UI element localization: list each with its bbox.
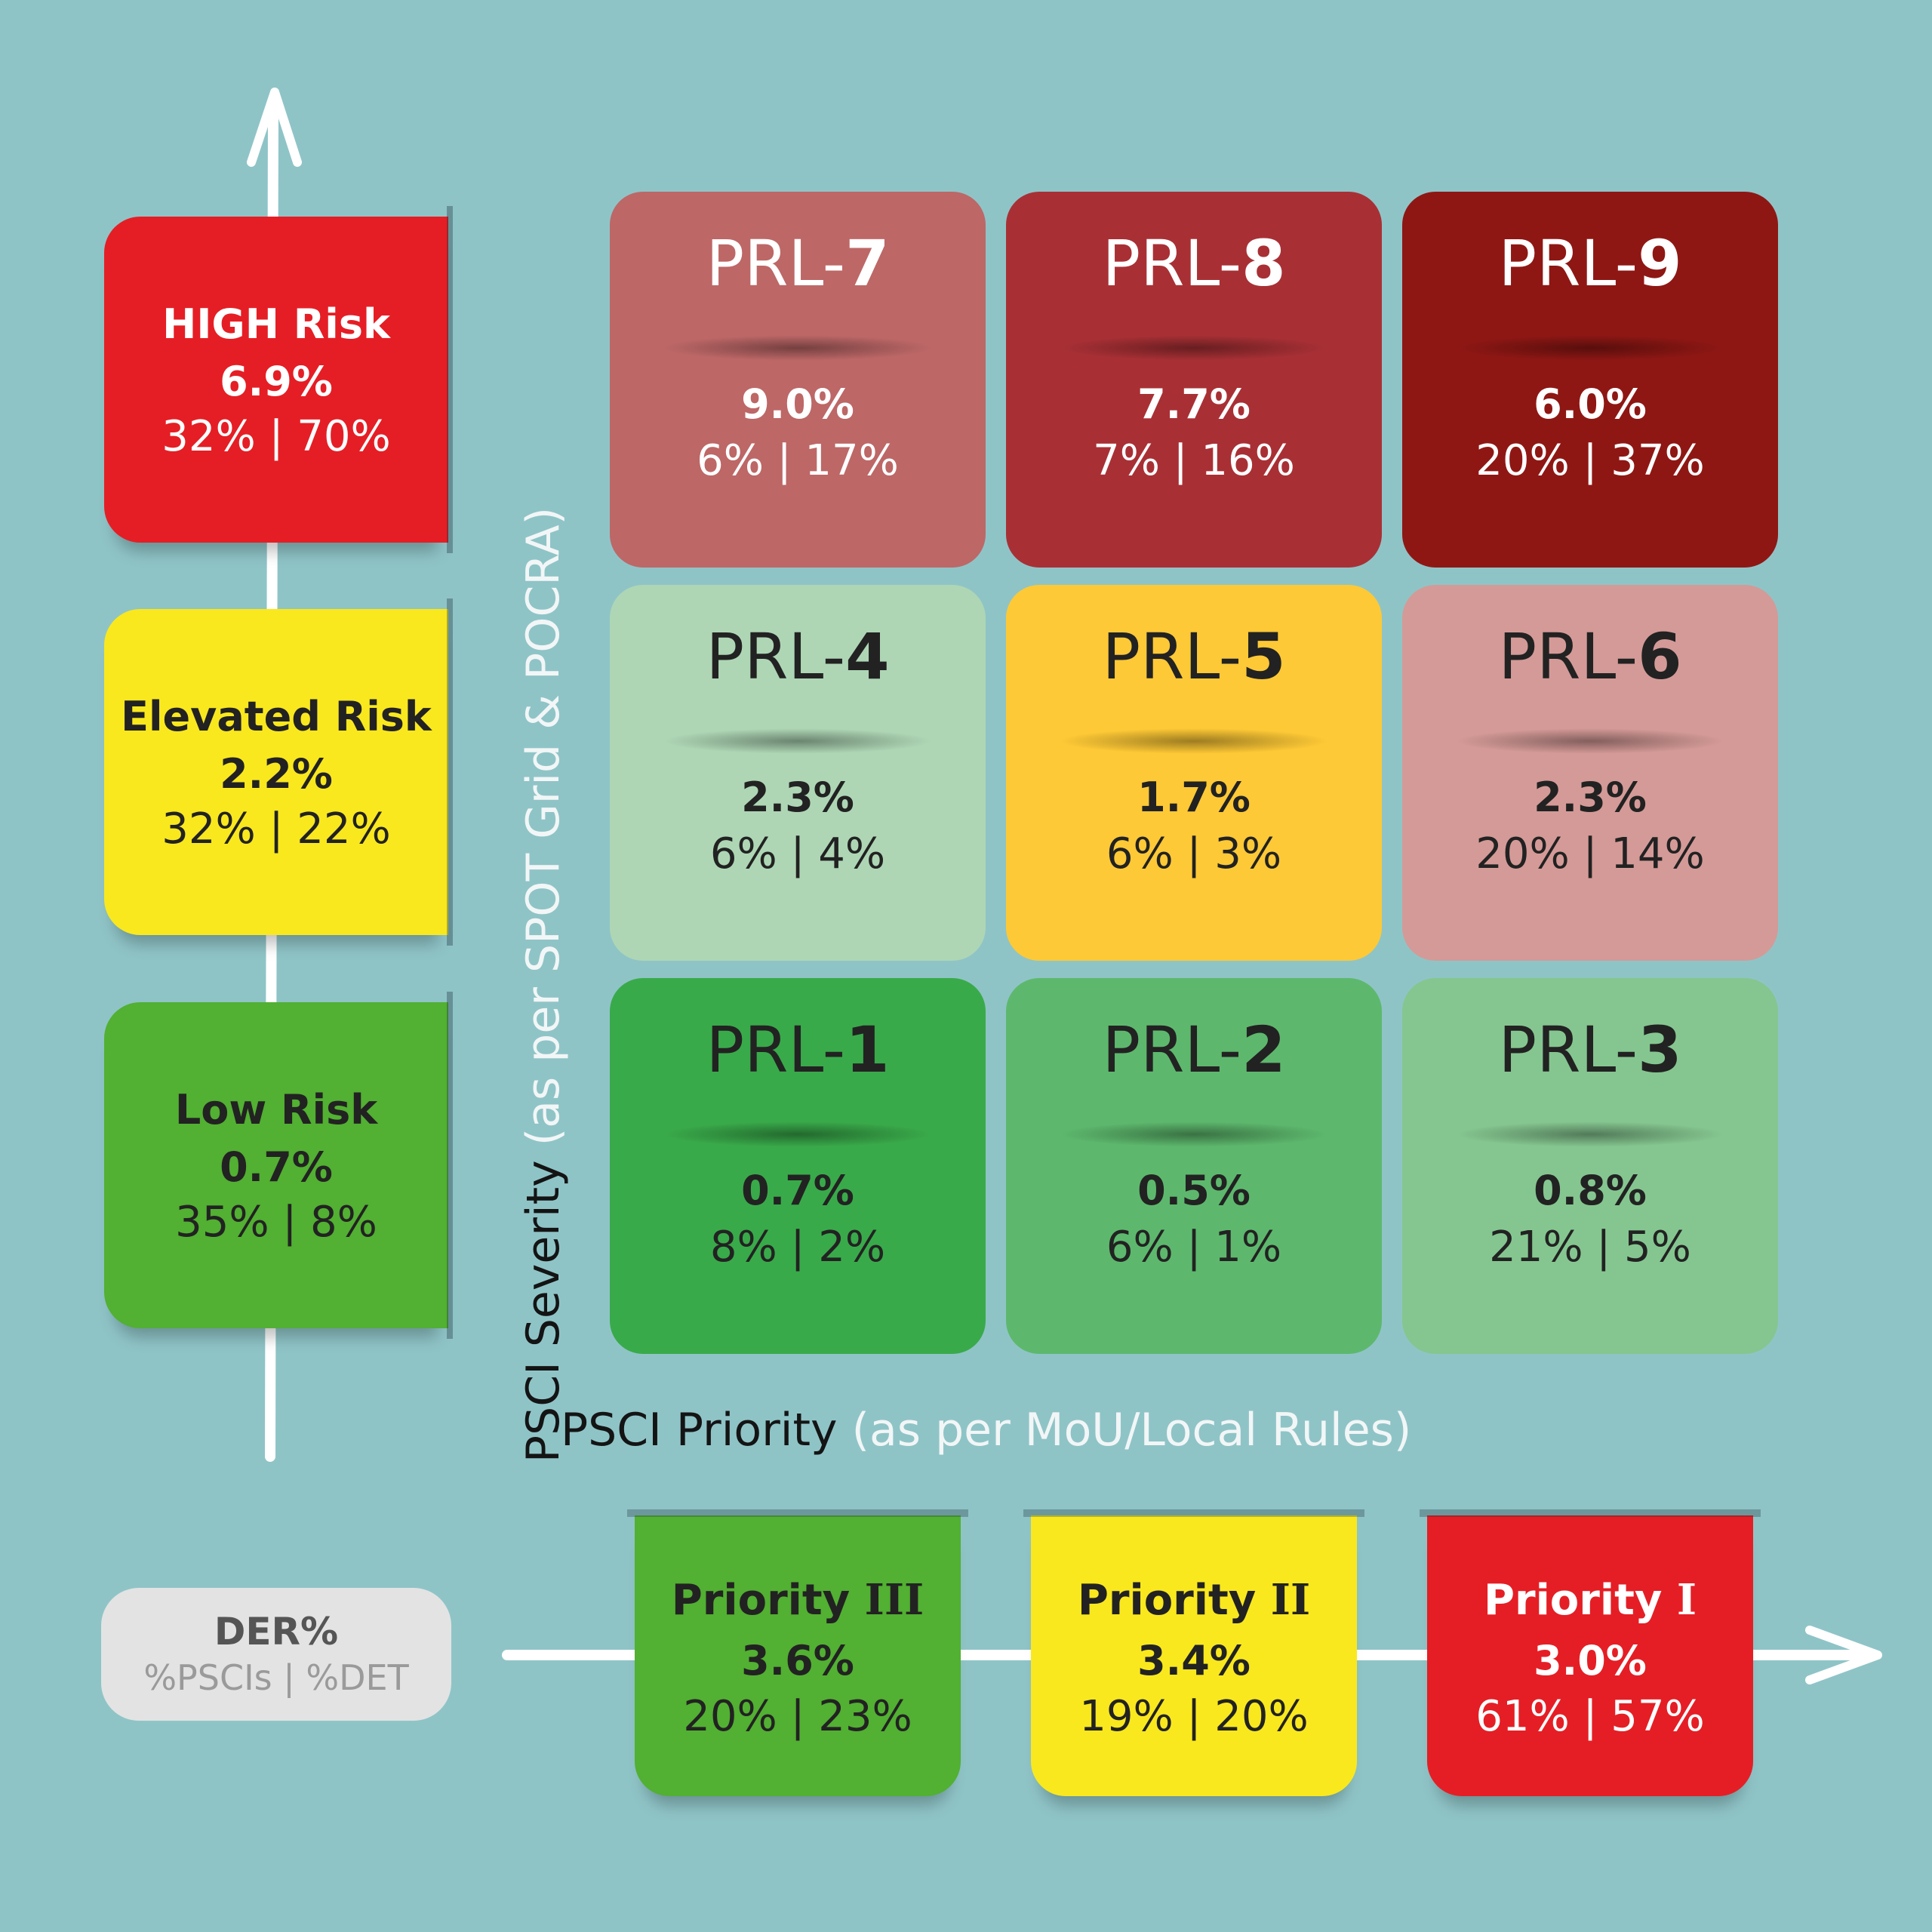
prl-split: 20% | 14% xyxy=(1475,829,1705,878)
prl-name: PRL-2 xyxy=(1102,1013,1286,1087)
prl-der: 0.5% xyxy=(1137,1167,1251,1214)
y-axis-arrowhead xyxy=(247,88,302,167)
prl-split: 6% | 17% xyxy=(697,436,899,485)
priority-title: Priority III xyxy=(671,1574,924,1625)
prl-name: PRL-1 xyxy=(706,1013,890,1087)
priority-title: Priority II xyxy=(1077,1574,1311,1625)
risk-der: 2.2% xyxy=(220,750,333,798)
priority-title: Priority I xyxy=(1483,1574,1697,1625)
prl-shadow xyxy=(663,728,933,754)
prl-cell-3: PRL-3 0.8% 21% | 5% xyxy=(1402,978,1778,1354)
prl-cell-6: PRL-6 2.3% 20% | 14% xyxy=(1402,585,1778,961)
prl-der: 6.0% xyxy=(1534,380,1647,428)
prl-split: 8% | 2% xyxy=(709,1223,886,1272)
prl-der: 2.3% xyxy=(1534,774,1647,821)
priority-split: 61% | 57% xyxy=(1475,1691,1705,1741)
prl-der: 2.3% xyxy=(741,774,854,821)
prl-split: 6% | 4% xyxy=(709,829,886,878)
risk-title: Low Risk xyxy=(174,1086,378,1134)
prl-cell-5: PRL-5 1.7% 6% | 3% xyxy=(1006,585,1382,961)
prl-cell-1: PRL-1 0.7% 8% | 2% xyxy=(610,978,986,1354)
prl-name: PRL-8 xyxy=(1102,226,1286,300)
risk-der: 0.7% xyxy=(220,1143,333,1191)
risk-split: 32% | 22% xyxy=(162,804,391,854)
risk-split: 35% | 8% xyxy=(175,1198,377,1247)
prl-split: 6% | 1% xyxy=(1106,1223,1282,1272)
legend-title: DER% xyxy=(214,1610,339,1654)
prl-name: PRL-9 xyxy=(1498,226,1682,300)
prl-split: 7% | 16% xyxy=(1093,436,1295,485)
priority-numeral: I xyxy=(1676,1574,1697,1625)
prl-der: 0.8% xyxy=(1534,1167,1647,1214)
risk-split: 32% | 70% xyxy=(162,412,391,461)
prl-name: PRL-7 xyxy=(706,226,890,300)
prl-cell-2: PRL-2 0.5% 6% | 1% xyxy=(1006,978,1382,1354)
prl-shadow xyxy=(663,335,933,361)
priority-box-iii: Priority III 3.6% 20% | 23% xyxy=(627,1509,968,1796)
prl-name: PRL-4 xyxy=(706,620,890,694)
prl-cell-7: PRL-7 9.0% 6% | 17% xyxy=(610,192,986,568)
legend-pill: DER% %PSCIs | %DET xyxy=(101,1588,451,1721)
priority-split: 20% | 23% xyxy=(683,1691,912,1741)
priority-der: 3.4% xyxy=(1137,1636,1251,1684)
x-axis-label: PSCI Priority (as per MoU/Local Rules) xyxy=(561,1400,1411,1460)
prl-shadow xyxy=(1455,728,1725,754)
prl-name: PRL-5 xyxy=(1102,620,1286,694)
y-axis-label-sub: (as per SPOT Grid & POCRA) xyxy=(517,506,570,1146)
prl-split: 20% | 37% xyxy=(1475,436,1705,485)
prl-cell-8: PRL-8 7.7% 7% | 16% xyxy=(1006,192,1382,568)
prl-shadow xyxy=(1455,1121,1725,1147)
priority-split: 19% | 20% xyxy=(1079,1691,1309,1741)
x-axis-label-main: PSCI Priority xyxy=(561,1404,838,1457)
prl-name: PRL-3 xyxy=(1498,1013,1682,1087)
risk-box-elevated: Elevated Risk 2.2% 32% | 22% xyxy=(104,598,453,946)
priority-numeral: II xyxy=(1270,1574,1311,1625)
risk-box-low: Low Risk 0.7% 35% | 8% xyxy=(104,992,453,1339)
prl-shadow xyxy=(1059,1121,1329,1147)
prl-der: 7.7% xyxy=(1137,380,1251,428)
priority-der: 3.0% xyxy=(1534,1636,1647,1684)
prl-der: 0.7% xyxy=(741,1167,854,1214)
y-axis-label: PSCI Severity (as per SPOT Grid & POCRA) xyxy=(513,419,574,1551)
prl-name: PRL-6 xyxy=(1498,620,1682,694)
x-axis-arrowhead xyxy=(1805,1626,1882,1684)
prl-cell-4: PRL-4 2.3% 6% | 4% xyxy=(610,585,986,961)
prl-cell-9: PRL-9 6.0% 20% | 37% xyxy=(1402,192,1778,568)
prl-shadow xyxy=(1455,335,1725,361)
risk-box-high: HIGH Risk 6.9% 32% | 70% xyxy=(104,206,453,553)
prl-der: 9.0% xyxy=(741,380,854,428)
x-axis-label-sub: (as per MoU/Local Rules) xyxy=(851,1404,1412,1457)
priority-der: 3.6% xyxy=(741,1636,854,1684)
risk-title: HIGH Risk xyxy=(162,300,390,348)
prl-shadow xyxy=(1059,335,1329,361)
risk-title: Elevated Risk xyxy=(121,693,432,740)
risk-der: 6.9% xyxy=(220,358,333,405)
prl-split: 6% | 3% xyxy=(1106,829,1282,878)
legend-subtitle: %PSCIs | %DET xyxy=(143,1657,409,1698)
prl-der: 1.7% xyxy=(1137,774,1251,821)
prl-split: 21% | 5% xyxy=(1489,1223,1691,1272)
priority-box-ii: Priority II 3.4% 19% | 20% xyxy=(1023,1509,1364,1796)
priority-box-i: Priority I 3.0% 61% | 57% xyxy=(1420,1509,1761,1796)
prl-shadow xyxy=(1059,728,1329,754)
prl-shadow xyxy=(663,1121,933,1147)
priority-numeral: III xyxy=(864,1574,924,1625)
